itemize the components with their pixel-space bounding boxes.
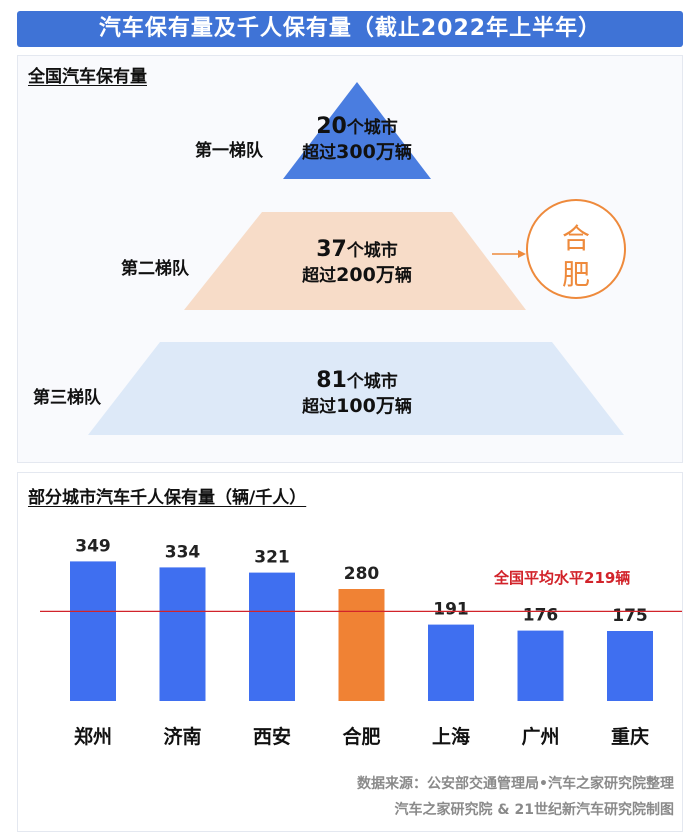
hefei-arrow-head bbox=[518, 250, 526, 258]
tier2-amount: 200万 bbox=[336, 264, 395, 286]
tier2-prefix: 超过 bbox=[302, 266, 337, 286]
category-label-6: 重庆 bbox=[611, 725, 649, 748]
tier1-triangle bbox=[283, 82, 431, 179]
tier3-trapezoid bbox=[88, 342, 624, 435]
tier3-count: 81 bbox=[316, 368, 347, 393]
hefei-char-2: 肥 bbox=[561, 258, 590, 291]
bar-value-label-5: 176 bbox=[523, 606, 559, 626]
tier1-amount: 300万 bbox=[336, 141, 395, 163]
category-label-3: 合肥 bbox=[342, 725, 380, 748]
tier3-label: 第三梯队 bbox=[33, 388, 101, 408]
tier2-count: 37 bbox=[316, 237, 347, 262]
bar-chart-panel: 部分城市汽车千人保有量（辆/千人） 数据来源：公安部交通管理局•汽车之家研究院整… bbox=[17, 472, 683, 832]
bars-layer: 349郑州334济南321西安280合肥191上海176广州175重庆全国平均水… bbox=[40, 536, 683, 748]
tier1-count: 20 bbox=[316, 114, 347, 139]
tier2-text: 37个城市 超过200万辆 bbox=[257, 237, 457, 288]
bar-value-label-4: 191 bbox=[433, 600, 469, 620]
tier3-unit: 个城市 bbox=[346, 372, 398, 392]
source-line-1: 数据来源：公安部交通管理局•汽车之家研究院整理 bbox=[357, 776, 674, 792]
category-label-2: 西安 bbox=[253, 725, 291, 748]
source-line-2: 汽车之家研究院 & 21世纪新汽车研究院制图 bbox=[394, 802, 674, 818]
tier3-prefix: 超过 bbox=[302, 397, 337, 417]
hefei-circle: 合 肥 bbox=[526, 199, 626, 299]
bar-5 bbox=[517, 630, 564, 701]
tier1-prefix: 超过 bbox=[302, 143, 337, 163]
tier3-suffix: 辆 bbox=[394, 397, 412, 417]
bar-6 bbox=[607, 631, 653, 701]
page-title: 汽车保有量及千人保有量（截止2022年上半年） bbox=[98, 16, 602, 41]
chart-title: 部分城市汽车千人保有量（辆/千人） bbox=[28, 488, 307, 508]
bar-value-label-0: 349 bbox=[75, 536, 111, 556]
tier1-suffix: 辆 bbox=[394, 143, 412, 163]
bar-3 bbox=[338, 589, 385, 701]
tier2-unit: 个城市 bbox=[346, 241, 398, 261]
bar-1 bbox=[159, 567, 206, 701]
tier2-trapezoid bbox=[184, 212, 526, 310]
tier2-label: 第二梯队 bbox=[121, 259, 189, 279]
bar-value-label-1: 334 bbox=[165, 542, 201, 562]
bar-value-label-2: 321 bbox=[254, 548, 290, 568]
tier1-text: 20个城市 超过300万辆 bbox=[257, 114, 457, 165]
tier2-suffix: 辆 bbox=[394, 266, 412, 286]
category-label-5: 广州 bbox=[521, 725, 559, 748]
category-label-4: 上海 bbox=[432, 725, 470, 748]
bar-0 bbox=[70, 561, 116, 701]
bar-2 bbox=[249, 572, 295, 701]
tier3-text: 81个城市 超过100万辆 bbox=[257, 368, 457, 419]
bar-value-label-3: 280 bbox=[344, 564, 380, 584]
tier1-unit: 个城市 bbox=[346, 118, 398, 138]
bar-4 bbox=[428, 624, 474, 701]
tier3-amount: 100万 bbox=[336, 395, 395, 417]
category-label-0: 郑州 bbox=[74, 726, 112, 748]
category-label-1: 济南 bbox=[163, 725, 201, 748]
tier1-label: 第一梯队 bbox=[195, 141, 263, 161]
hefei-char-1: 合 bbox=[561, 222, 590, 255]
title-bar: 汽车保有量及千人保有量（截止2022年上半年） bbox=[17, 11, 683, 47]
pyramid-section-title: 全国汽车保有量 bbox=[28, 67, 147, 87]
average-reference-label: 全国平均水平219辆 bbox=[493, 569, 630, 587]
